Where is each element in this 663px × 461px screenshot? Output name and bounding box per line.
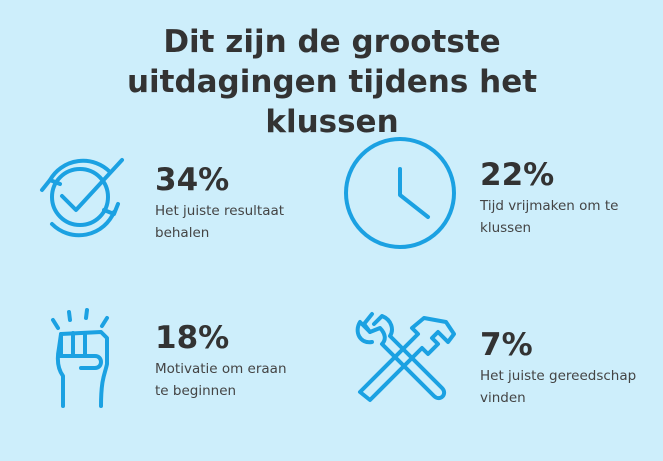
title: Dit zijn de grootste uitdagingen tijdens… (126, 24, 538, 140)
stat-value: 34% (155, 162, 230, 198)
fist-icon (51, 308, 109, 408)
stat-label: Tijd vrijmaken om te klussen (480, 198, 619, 236)
stat: 34% Het juiste resultaat behalen (155, 162, 305, 244)
stat-label: Het juiste gereedschap vinden (480, 368, 637, 406)
stat-value: 22% (480, 157, 555, 193)
stat-value: 7% (480, 327, 533, 363)
tools-icon (355, 312, 456, 402)
stat: 18% Motivatie om eraan te beginnen (155, 320, 290, 402)
stat-label: Het juiste resultaat behalen (155, 203, 285, 241)
stat-label: Motivatie om eraan te beginnen (155, 361, 287, 399)
stat: 22% Tijd vrijmaken om te klussen (480, 157, 640, 239)
stat-value: 18% (155, 320, 230, 356)
clock-icon (344, 137, 456, 249)
check-icon (40, 158, 124, 238)
stat: 7% Het juiste gereedschap vinden (480, 327, 645, 409)
